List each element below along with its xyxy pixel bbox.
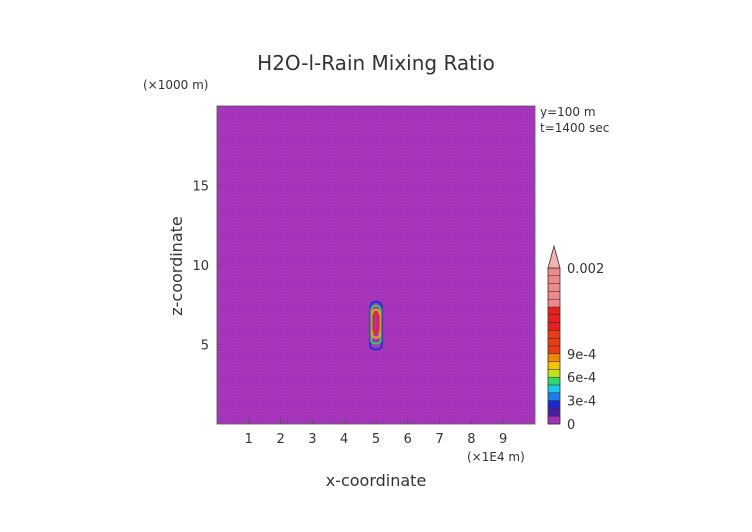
x-tick-label: 9	[499, 432, 507, 447]
annotation-t: t=1400 sec	[540, 121, 609, 135]
plot-area	[216, 105, 536, 425]
annotation-y: y=100 m	[540, 105, 596, 119]
y-axis-ticks: 5 10 15	[192, 180, 222, 354]
colorbar-label: 3e-4	[567, 395, 596, 410]
colorbar-segment	[548, 369, 560, 378]
colorbar: 0 3e-4 6e-4 9e-4 0.002	[547, 244, 604, 433]
y-unit-label: (×1000 m)	[143, 78, 208, 92]
colorbar-extend-arrow	[547, 244, 561, 269]
colorbar-label: 9e-4	[567, 348, 596, 363]
colorbar-segment	[548, 361, 560, 370]
x-tick-label: 6	[404, 432, 412, 447]
rain-plume	[369, 300, 383, 351]
plot-background	[216, 105, 536, 425]
colorbar-segment	[548, 416, 560, 424]
x-tick-label: 1	[245, 432, 253, 447]
x-tick-label: 2	[276, 432, 284, 447]
colorbar-segment	[548, 392, 560, 401]
y-tick-label: 15	[192, 180, 209, 195]
plume-contour	[372, 312, 380, 333]
y-tick-label: 10	[192, 259, 209, 274]
colorbar-segment	[548, 377, 560, 385]
colorbar-segment	[548, 408, 560, 417]
x-tick-label: 8	[467, 432, 475, 447]
colorbar-segment	[548, 268, 560, 307]
plume-contour	[371, 308, 381, 339]
x-tick-label: 3	[308, 432, 316, 447]
y-tick-label: 5	[201, 339, 209, 354]
colorbar-segment	[548, 400, 560, 409]
x-unit-label: (×1E4 m)	[467, 450, 525, 464]
colorbar-label: 6e-4	[567, 371, 596, 386]
plume-contour	[369, 300, 383, 351]
colorbar-segment	[548, 307, 560, 331]
chart-title: H2O-l-Rain Mixing Ratio	[257, 51, 495, 75]
colorbar-segment	[548, 330, 560, 354]
x-axis-title: x-coordinate	[326, 471, 427, 490]
colorbar-segment	[548, 385, 560, 393]
colorbar-label: 0.002	[567, 262, 604, 277]
x-tick-label: 4	[340, 432, 348, 447]
colorbar-label: 0	[567, 418, 575, 433]
x-axis-ticks: 1 2 3 4 5 6 7 8 9	[245, 419, 507, 447]
y-axis-title: z-coordinate	[167, 216, 186, 316]
x-tick-label: 7	[435, 432, 443, 447]
colorbar-segment	[548, 353, 560, 362]
x-tick-label: 5	[372, 432, 380, 447]
plume-contour	[370, 304, 382, 345]
